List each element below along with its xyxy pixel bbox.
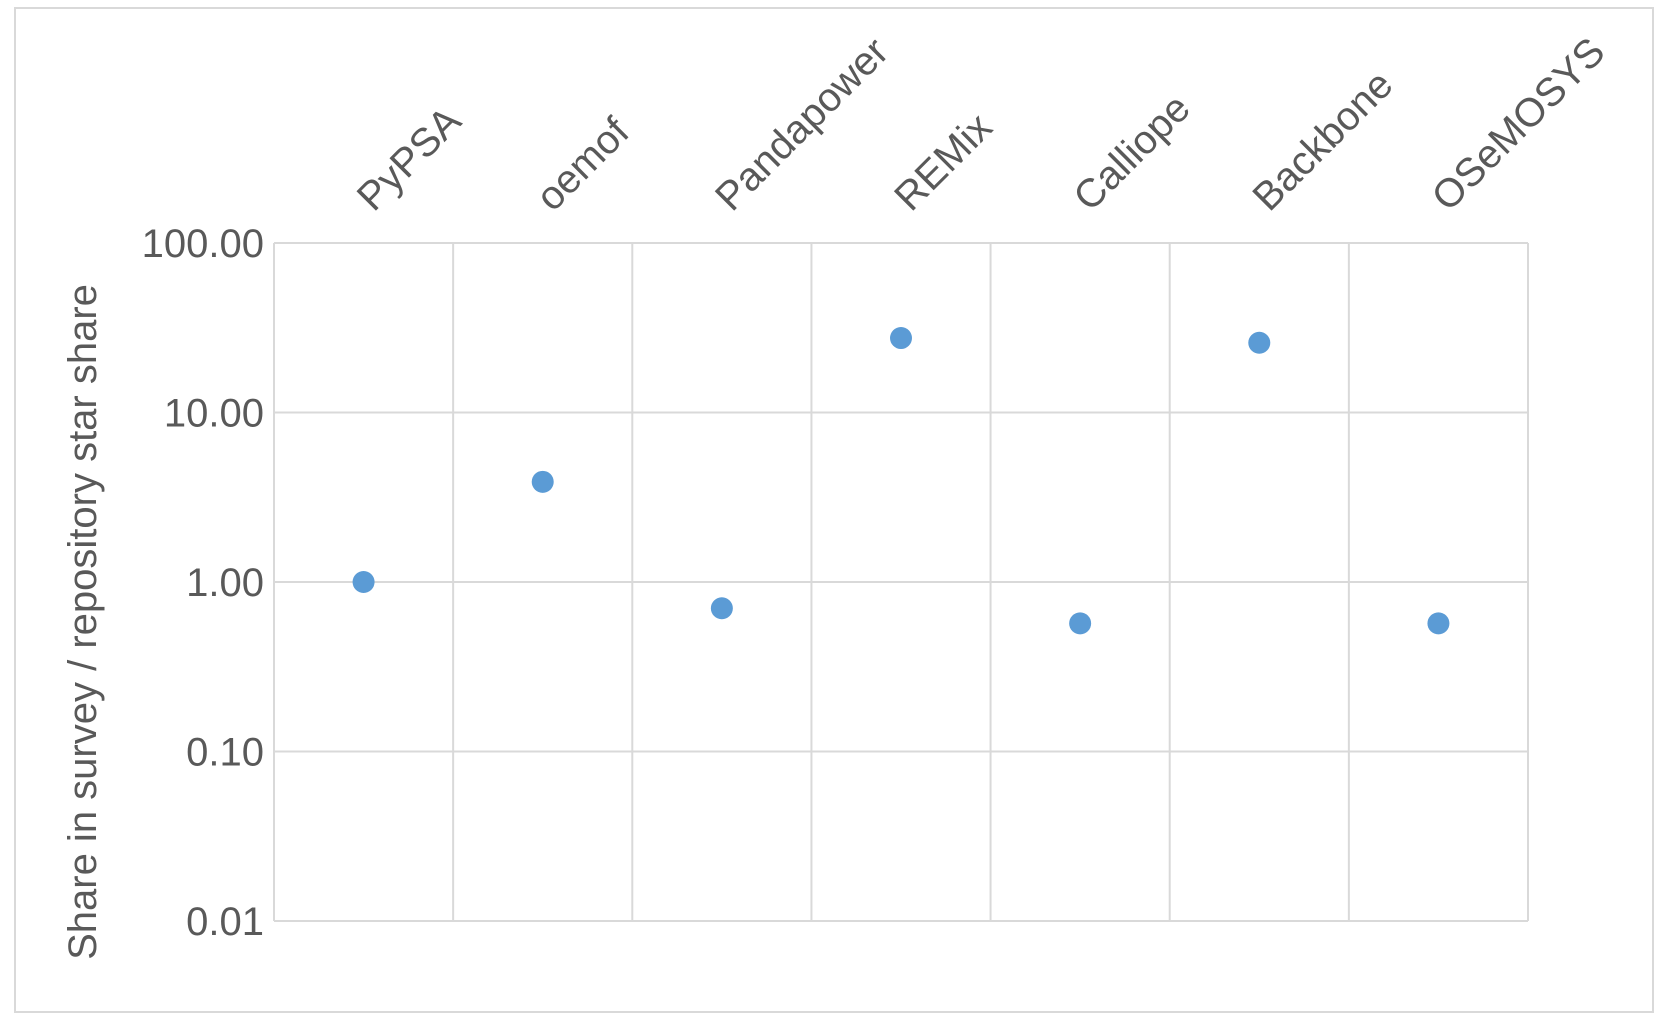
category-label: REMix xyxy=(886,105,1000,219)
y-tick-label: 0.10 xyxy=(186,731,264,775)
data-point xyxy=(710,597,733,620)
data-point xyxy=(890,327,912,350)
category-label: Backbone xyxy=(1245,62,1402,219)
data-point xyxy=(1069,612,1092,635)
category-label: oemof xyxy=(528,109,638,219)
category-label: PyPSA xyxy=(349,98,470,219)
chart-frame: 100.00 10.00 1.00 0.10 0.01 PyPSA oemof Pandap… xyxy=(14,7,1654,1013)
y-axis-title: Share in survey / repository star share xyxy=(61,284,105,960)
y-tick-label: 100.00 xyxy=(142,222,264,266)
data-point xyxy=(531,470,554,493)
data-point xyxy=(352,571,375,593)
y-tick-label: 0.01 xyxy=(186,900,264,944)
y-tick-label: 1.00 xyxy=(186,561,264,605)
data-points xyxy=(352,327,1450,635)
category-label: Calliope xyxy=(1065,86,1198,219)
grid-layer xyxy=(273,242,1529,922)
y-tick-labels: 100.00 10.00 1.00 0.10 0.01 xyxy=(142,222,264,944)
scatter-chart: 100.00 10.00 1.00 0.10 0.01 PyPSA oemof Pandap… xyxy=(61,29,1614,960)
data-point xyxy=(1248,331,1271,354)
category-label: Pandapower xyxy=(707,29,897,219)
category-label: OSeMOSYS xyxy=(1424,29,1614,219)
data-point xyxy=(1427,612,1450,635)
y-tick-label: 10.00 xyxy=(164,392,264,436)
